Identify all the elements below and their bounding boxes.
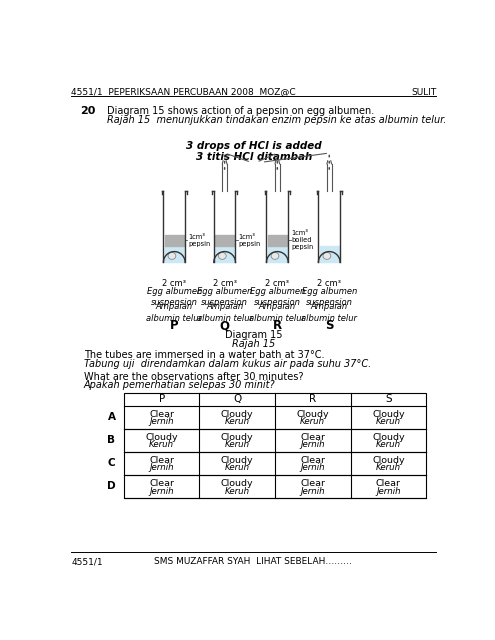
Text: Clear: Clear [300, 456, 325, 465]
Text: Q: Q [233, 394, 242, 404]
Text: Jernih: Jernih [149, 417, 174, 426]
Text: Keruh: Keruh [376, 463, 401, 472]
Text: Keruh: Keruh [225, 486, 250, 495]
Text: Jernih: Jernih [300, 486, 325, 495]
Text: 1cm³
boiled
pepsin: 1cm³ boiled pepsin [291, 230, 313, 250]
Ellipse shape [277, 161, 278, 164]
Text: Jernih: Jernih [149, 463, 174, 472]
Text: Cloudy: Cloudy [372, 410, 404, 419]
Text: Cloudy: Cloudy [221, 479, 253, 488]
Text: Cloudy: Cloudy [146, 433, 178, 442]
Ellipse shape [224, 161, 225, 164]
Text: Cloudy: Cloudy [297, 410, 329, 419]
Text: Clear: Clear [300, 433, 325, 442]
Text: Clear: Clear [149, 479, 174, 488]
Text: Rajah 15  menunjukkan tindakan enzim pepsin ke atas albumin telur.: Rajah 15 menunjukkan tindakan enzim peps… [107, 115, 446, 125]
Text: Jernih: Jernih [300, 440, 325, 449]
Text: Diagram 15: Diagram 15 [225, 330, 282, 340]
Text: Egg albumen
suspension: Egg albumen suspension [249, 287, 305, 307]
Text: R: R [309, 394, 316, 404]
Text: Ampaian
albumin telur: Ampaian albumin telur [146, 303, 202, 323]
Text: SULIT: SULIT [411, 88, 436, 97]
Text: SMS MUZAFFAR SYAH  LIHAT SEBELAH………: SMS MUZAFFAR SYAH LIHAT SEBELAH……… [154, 557, 352, 566]
Ellipse shape [329, 161, 330, 164]
Ellipse shape [224, 167, 225, 170]
Text: 2 cm³: 2 cm³ [265, 278, 289, 287]
Ellipse shape [329, 155, 330, 157]
Text: Diagram 15 shows action of a pepsin on egg albumen.: Diagram 15 shows action of a pepsin on e… [107, 106, 374, 116]
Ellipse shape [329, 167, 330, 170]
Text: D: D [107, 481, 116, 492]
Text: 3 titis HCl ditambah: 3 titis HCl ditambah [196, 152, 312, 163]
Bar [124, 393, 426, 498]
Text: Q: Q [220, 319, 230, 332]
Text: Jernih: Jernih [376, 486, 400, 495]
Text: Keruh: Keruh [225, 417, 250, 426]
Ellipse shape [277, 155, 278, 157]
Text: Ampaian
albumin telur: Ampaian albumin telur [249, 303, 305, 323]
Text: Ampaian
albumin telur: Ampaian albumin telur [301, 303, 357, 323]
Text: S: S [385, 394, 392, 404]
Text: R: R [273, 319, 282, 332]
Text: P: P [158, 394, 165, 404]
Text: 2 cm³: 2 cm³ [213, 278, 237, 287]
Polygon shape [215, 253, 234, 262]
Text: Clear: Clear [149, 410, 174, 419]
Text: C: C [108, 458, 115, 468]
Text: Clear: Clear [300, 479, 325, 488]
Text: A: A [107, 412, 115, 422]
Text: B: B [107, 435, 115, 445]
Ellipse shape [218, 252, 226, 259]
Polygon shape [320, 253, 339, 262]
Ellipse shape [271, 252, 279, 259]
Text: Rajah 15: Rajah 15 [232, 339, 275, 349]
Polygon shape [268, 253, 287, 262]
Text: Jernih: Jernih [149, 486, 174, 495]
Text: Cloudy: Cloudy [372, 433, 404, 442]
Text: 4551/1: 4551/1 [71, 557, 103, 566]
Text: Ampaian
albumin telur: Ampaian albumin telur [197, 303, 252, 323]
Ellipse shape [168, 252, 176, 259]
Ellipse shape [224, 155, 225, 157]
Text: Clear: Clear [149, 456, 174, 465]
Text: Keruh: Keruh [376, 417, 401, 426]
Text: 1cm³
pepsin: 1cm³ pepsin [188, 234, 210, 247]
Text: 2 cm³: 2 cm³ [162, 278, 186, 287]
Text: Egg albumen
suspension: Egg albumen suspension [197, 287, 252, 307]
Polygon shape [164, 253, 184, 262]
Text: 20: 20 [81, 106, 96, 116]
Ellipse shape [277, 167, 278, 170]
Text: What are the observations after 30 minutes?: What are the observations after 30 minut… [84, 372, 303, 381]
Text: Apakah pemerhatian selepas 30 minit?: Apakah pemerhatian selepas 30 minit? [84, 380, 275, 390]
Text: Cloudy: Cloudy [372, 456, 404, 465]
Text: Clear: Clear [376, 479, 401, 488]
Text: Cloudy: Cloudy [221, 433, 253, 442]
Text: S: S [325, 319, 334, 332]
Text: Cloudy: Cloudy [221, 456, 253, 465]
Text: The tubes are immersed in a water bath at 37°C.: The tubes are immersed in a water bath a… [84, 350, 324, 360]
Text: 2 cm³: 2 cm³ [317, 278, 341, 287]
Text: 3 drops of HCl is added: 3 drops of HCl is added [186, 141, 322, 152]
Text: Keruh: Keruh [225, 463, 250, 472]
Text: Keruh: Keruh [300, 417, 325, 426]
Text: Keruh: Keruh [225, 440, 250, 449]
Text: Cloudy: Cloudy [221, 410, 253, 419]
Text: Egg albumen
suspension: Egg albumen suspension [147, 287, 202, 307]
Text: 1cm³
pepsin: 1cm³ pepsin [239, 234, 261, 247]
Text: Tabung uji  direndamkan dalam kukus air pada suhu 37°C.: Tabung uji direndamkan dalam kukus air p… [84, 358, 371, 369]
Text: Egg albumen
suspension: Egg albumen suspension [301, 287, 357, 307]
Ellipse shape [323, 252, 331, 259]
Text: Keruh: Keruh [149, 440, 174, 449]
Text: Keruh: Keruh [376, 440, 401, 449]
Text: P: P [170, 319, 179, 332]
Text: Jernih: Jernih [300, 463, 325, 472]
Text: 4551/1  PEPERIKSAAN PERCUBAAN 2008  MOZ@C: 4551/1 PEPERIKSAAN PERCUBAAN 2008 MOZ@C [71, 88, 296, 97]
